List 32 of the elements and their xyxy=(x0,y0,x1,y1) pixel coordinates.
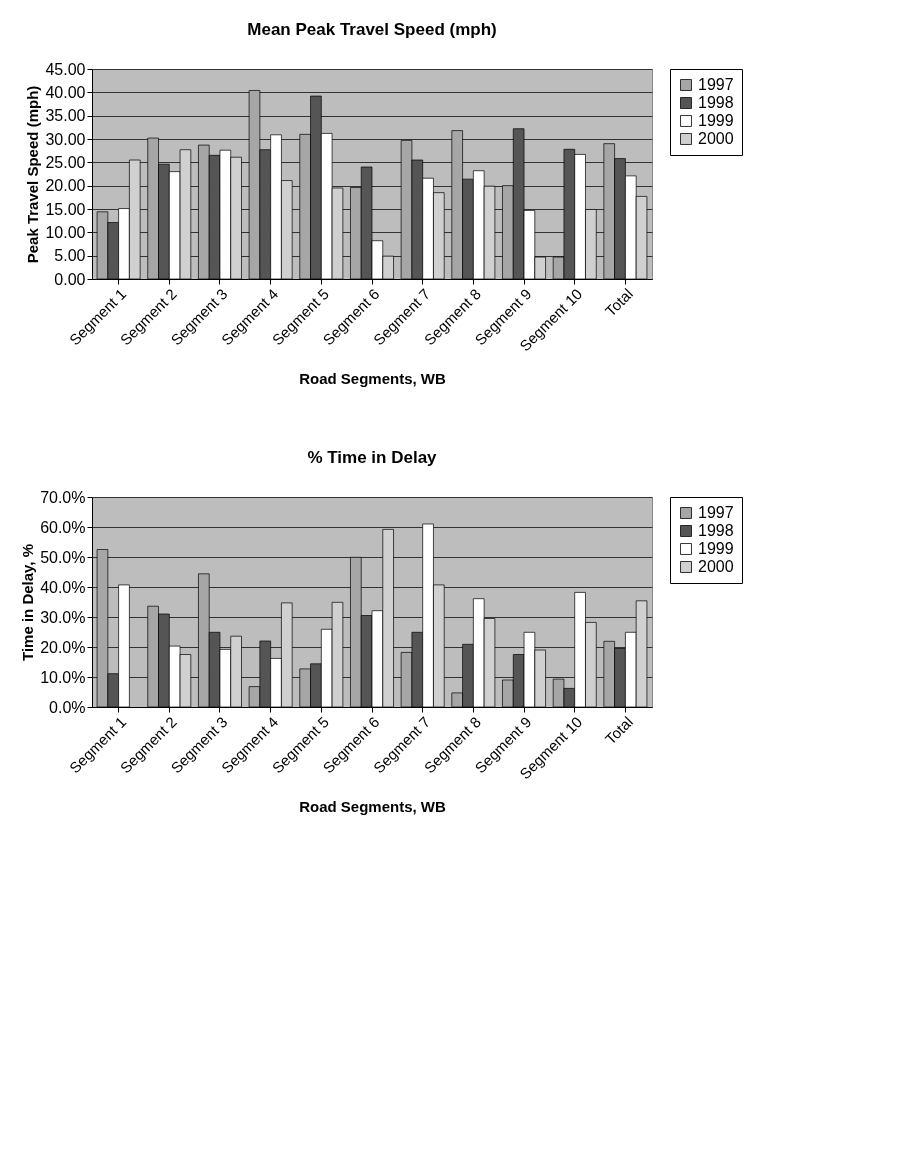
legend-label: 1998 xyxy=(698,522,734,539)
y-axis-title: Peak Travel Speed (mph) xyxy=(24,85,42,264)
y-tick-label: 5.00 xyxy=(54,247,86,265)
y-tick-label: 25.00 xyxy=(45,153,86,171)
legend-label: 1999 xyxy=(698,540,734,557)
y-tick-label: 20.0% xyxy=(40,638,86,656)
x-axis-title: Road Segments, WB xyxy=(299,798,447,816)
y-tick-label: 10.00 xyxy=(45,223,86,241)
y-tick-label: 60.0% xyxy=(40,518,86,536)
legend-label: 2000 xyxy=(698,130,734,147)
y-tick-label: 70.0% xyxy=(40,488,86,506)
legend-label: 1998 xyxy=(698,94,734,111)
y-tick-label: 0.00 xyxy=(54,270,86,288)
chart-title: % Time in Delay xyxy=(307,448,438,467)
legend-label: 2000 xyxy=(698,558,734,575)
legend-label: 1999 xyxy=(698,112,734,129)
y-tick-label: 40.0% xyxy=(40,578,86,596)
y-tick-label: 45.00 xyxy=(45,60,86,78)
y-tick-label: 40.00 xyxy=(45,83,86,101)
legend-label: 1997 xyxy=(698,504,734,521)
chart-title: Mean Peak Travel Speed (mph) xyxy=(247,20,497,39)
y-tick-label: 0.0% xyxy=(49,698,86,716)
y-tick-label: 35.00 xyxy=(45,107,86,125)
x-axis-title: Road Segments, WB xyxy=(299,370,447,388)
y-tick-label: 15.00 xyxy=(45,200,86,218)
y-axis-title: Time in Delay, % xyxy=(19,544,37,661)
y-tick-label: 20.00 xyxy=(45,177,86,195)
y-tick-label: 50.0% xyxy=(40,548,86,566)
y-tick-label: 30.00 xyxy=(45,130,86,148)
legend-label: 1997 xyxy=(698,76,734,93)
y-tick-label: 30.0% xyxy=(40,608,86,626)
y-tick-label: 10.0% xyxy=(40,668,86,686)
